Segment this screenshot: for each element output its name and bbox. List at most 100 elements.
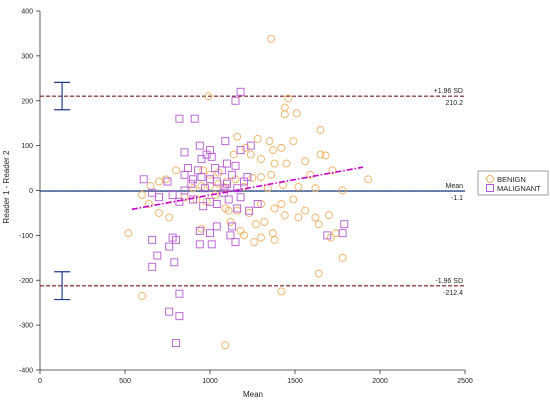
x-tick-label: 500 bbox=[119, 378, 131, 385]
data-point-malignant bbox=[183, 164, 192, 173]
data-point-benign bbox=[282, 159, 291, 168]
data-point-benign bbox=[268, 229, 277, 238]
data-point-malignant bbox=[231, 96, 240, 105]
data-point-benign bbox=[246, 150, 255, 159]
data-point-malignant bbox=[212, 200, 221, 208]
data-point-malignant bbox=[197, 173, 206, 181]
data-point-benign bbox=[226, 217, 235, 226]
data-point-benign bbox=[270, 159, 279, 168]
data-point-benign bbox=[224, 206, 233, 215]
data-point-malignant bbox=[245, 206, 254, 215]
data-point-malignant bbox=[236, 146, 245, 155]
data-point-malignant bbox=[233, 184, 242, 193]
data-point-benign bbox=[301, 157, 310, 166]
data-point-malignant bbox=[180, 186, 189, 195]
data-point-malignant bbox=[211, 164, 220, 173]
data-point-benign bbox=[251, 220, 260, 229]
data-point-malignant bbox=[163, 177, 172, 186]
y-tick-label: 100 bbox=[21, 143, 33, 150]
data-point-malignant bbox=[195, 226, 204, 235]
data-point-benign bbox=[280, 211, 289, 220]
data-point-benign bbox=[260, 217, 269, 226]
data-point-benign bbox=[325, 211, 333, 220]
data-point-malignant bbox=[200, 184, 209, 193]
data-point-benign bbox=[338, 186, 347, 195]
data-point-benign bbox=[229, 150, 238, 159]
data-point-benign bbox=[280, 103, 289, 112]
data-point-benign bbox=[277, 143, 286, 152]
data-point-malignant bbox=[253, 200, 262, 208]
data-point-benign bbox=[233, 206, 242, 215]
data-point-benign bbox=[270, 204, 279, 213]
data-point-benign bbox=[257, 155, 265, 164]
legend-marker-malignant bbox=[486, 184, 494, 192]
data-point-malignant bbox=[148, 262, 157, 271]
data-point-benign bbox=[314, 269, 323, 278]
data-point-malignant bbox=[338, 229, 347, 238]
data-point-benign bbox=[236, 226, 245, 235]
axes: -400 -300 -200 -100 0 100 200 300 400 0 500 1000 150… bbox=[19, 9, 473, 386]
data-point-benign bbox=[268, 146, 277, 155]
data-point-malignant bbox=[180, 148, 189, 157]
data-point-benign bbox=[206, 182, 214, 190]
data-point-malignant bbox=[340, 220, 349, 229]
data-point-benign bbox=[280, 110, 289, 119]
data-points bbox=[124, 34, 373, 350]
trend-line bbox=[131, 166, 364, 211]
y-tick-label: -300 bbox=[19, 323, 33, 330]
data-point-benign bbox=[257, 173, 265, 181]
reference-lines: +1.96 SD 210.2 Mean -1.1 -1.96 SD -212.4 bbox=[40, 88, 465, 297]
data-point-benign bbox=[328, 166, 337, 175]
y-axis-label: Reader 1 - Reader 2 bbox=[2, 150, 11, 223]
data-point-benign bbox=[245, 208, 254, 217]
data-point-benign bbox=[364, 175, 373, 184]
x-tick-label: 2500 bbox=[457, 378, 473, 385]
x-tick-label: 1500 bbox=[287, 378, 303, 385]
data-point-benign bbox=[257, 233, 265, 242]
data-point-benign bbox=[248, 173, 257, 182]
data-point-malignant bbox=[172, 339, 180, 348]
data-point-malignant bbox=[212, 177, 221, 186]
data-point-benign bbox=[314, 220, 323, 229]
data-point-malignant bbox=[212, 222, 221, 231]
data-point-malignant bbox=[190, 114, 199, 123]
data-point-malignant bbox=[195, 240, 204, 249]
data-point-malignant bbox=[228, 170, 237, 179]
data-point-benign bbox=[146, 182, 155, 190]
data-point-benign bbox=[265, 137, 274, 146]
data-point-benign bbox=[284, 94, 293, 103]
data-point-malignant bbox=[224, 195, 233, 204]
data-point-malignant bbox=[175, 197, 184, 206]
data-point-malignant bbox=[240, 177, 248, 186]
data-point-malignant bbox=[221, 137, 230, 146]
legend-label-malignant: MALIGNANT bbox=[497, 184, 541, 193]
data-point-malignant bbox=[206, 229, 214, 238]
data-point-benign bbox=[221, 341, 230, 350]
data-point-malignant bbox=[175, 289, 184, 298]
reference-line-name: +1.96 SD bbox=[434, 88, 463, 95]
data-point-malignant bbox=[207, 152, 216, 161]
legend: BENIGN MALIGNANT bbox=[477, 170, 549, 196]
data-point-malignant bbox=[195, 141, 204, 150]
data-point-benign bbox=[294, 182, 303, 191]
data-point-malignant bbox=[189, 175, 197, 184]
data-point-benign bbox=[289, 137, 298, 146]
data-point-malignant bbox=[217, 166, 226, 175]
data-point-benign bbox=[277, 287, 286, 296]
data-point-benign bbox=[165, 213, 174, 222]
data-point-benign bbox=[270, 235, 279, 244]
data-point-malignant bbox=[148, 235, 157, 244]
reference-line-value: -212.4 bbox=[443, 290, 463, 297]
data-point-benign bbox=[199, 166, 208, 175]
data-point-benign bbox=[240, 231, 248, 240]
data-point-malignant bbox=[175, 312, 184, 321]
reference-line-value: -1.1 bbox=[451, 195, 463, 202]
data-point-benign bbox=[338, 253, 347, 262]
data-point-malignant bbox=[199, 202, 208, 211]
data-point-benign bbox=[124, 229, 133, 238]
data-point-malignant bbox=[175, 114, 184, 123]
data-point-benign bbox=[214, 179, 223, 188]
data-point-benign bbox=[206, 170, 214, 179]
data-point-malignant bbox=[236, 87, 245, 96]
